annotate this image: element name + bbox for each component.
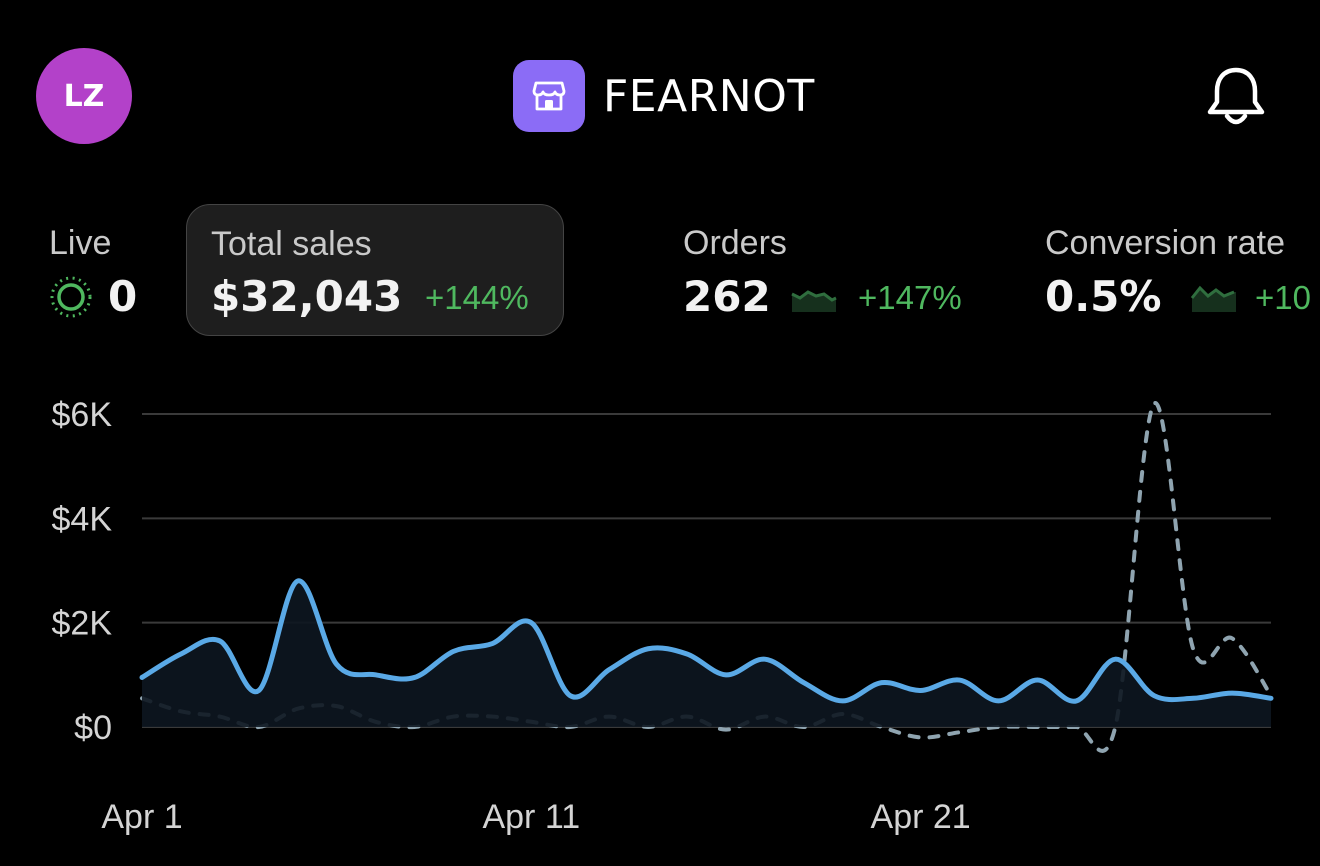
total-sales-card[interactable]: Total sales $32,043 +144%: [186, 204, 564, 336]
bell-icon[interactable]: [1204, 64, 1268, 130]
orders-label: Orders: [683, 224, 787, 262]
store-icon: [513, 60, 585, 132]
conversion-rate-value: 0.5%: [1045, 272, 1162, 321]
total-sales-change: +144%: [425, 279, 529, 316]
x-tick-label: Apr 11: [482, 798, 580, 836]
current-series-line: [139, 578, 1274, 704]
total-sales-label: Total sales: [211, 225, 372, 263]
y-tick-label: $6K: [52, 396, 113, 434]
y-tick-label: $4K: [52, 500, 113, 538]
conversion-rate-label: Conversion rate: [1045, 224, 1286, 262]
current-series-area: [142, 580, 1271, 727]
conversion-rate-change: +10: [1255, 279, 1311, 316]
orders-value: 262: [683, 272, 771, 321]
total-sales-value: $32,043: [211, 272, 403, 321]
y-tick-label: $2K: [52, 605, 113, 643]
x-tick-label: Apr 1: [101, 798, 182, 836]
orders-sparkline: [791, 290, 837, 312]
y-tick-label: $0: [74, 709, 112, 747]
store-switcher[interactable]: FEARNOT: [513, 60, 815, 132]
sales-chart[interactable]: $6K $4K $2K $0 Apr 1 Apr 11 Apr 21: [0, 380, 1320, 866]
live-label: Live: [49, 224, 112, 262]
live-pulse-icon: [50, 276, 92, 323]
x-tick-label: Apr 21: [871, 798, 971, 836]
live-value: 0: [108, 272, 138, 321]
orders-change: +147%: [858, 279, 962, 316]
avatar[interactable]: LZ: [36, 48, 132, 144]
conversion-rate-sparkline: [1190, 285, 1236, 312]
store-name: FEARNOT: [603, 70, 815, 122]
